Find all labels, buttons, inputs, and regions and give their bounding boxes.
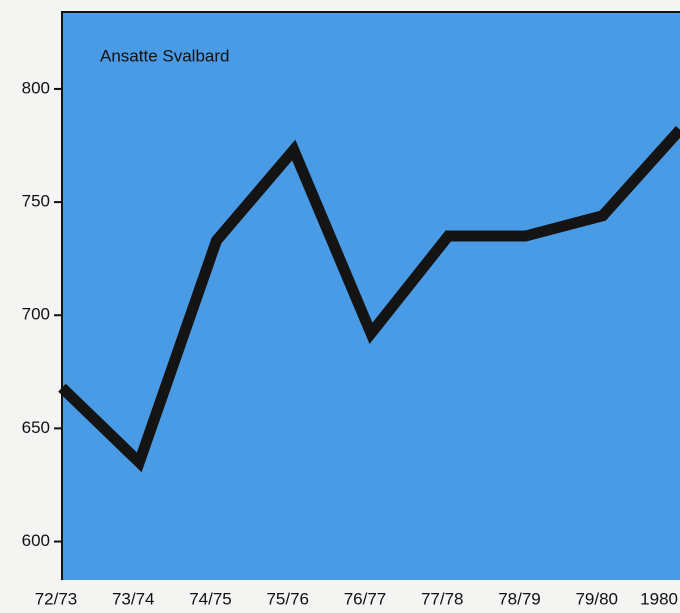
x-tick-label: 77/78 [421,589,464,608]
y-tick-label: 600 [22,531,50,550]
x-tick-label: 74/75 [189,589,232,608]
line [58,125,680,473]
y-tick-label: 800 [22,78,50,97]
y-tick-label: 700 [22,305,50,324]
x-tick-label: 79/80 [575,589,618,608]
x-tick-label: 73/74 [112,589,155,608]
x-tick-label: 78/79 [498,589,541,608]
chart-title: Ansatte Svalbard [100,46,229,65]
plot-background [62,12,680,580]
x-tick-label: 76/77 [344,589,387,608]
x-tick-label: 75/76 [266,589,309,608]
y-tick-label: 650 [22,418,50,437]
x-tick-label: 1980 [640,589,678,608]
x-tick-label: 72/73 [35,589,78,608]
y-tick-label: 750 [22,192,50,211]
